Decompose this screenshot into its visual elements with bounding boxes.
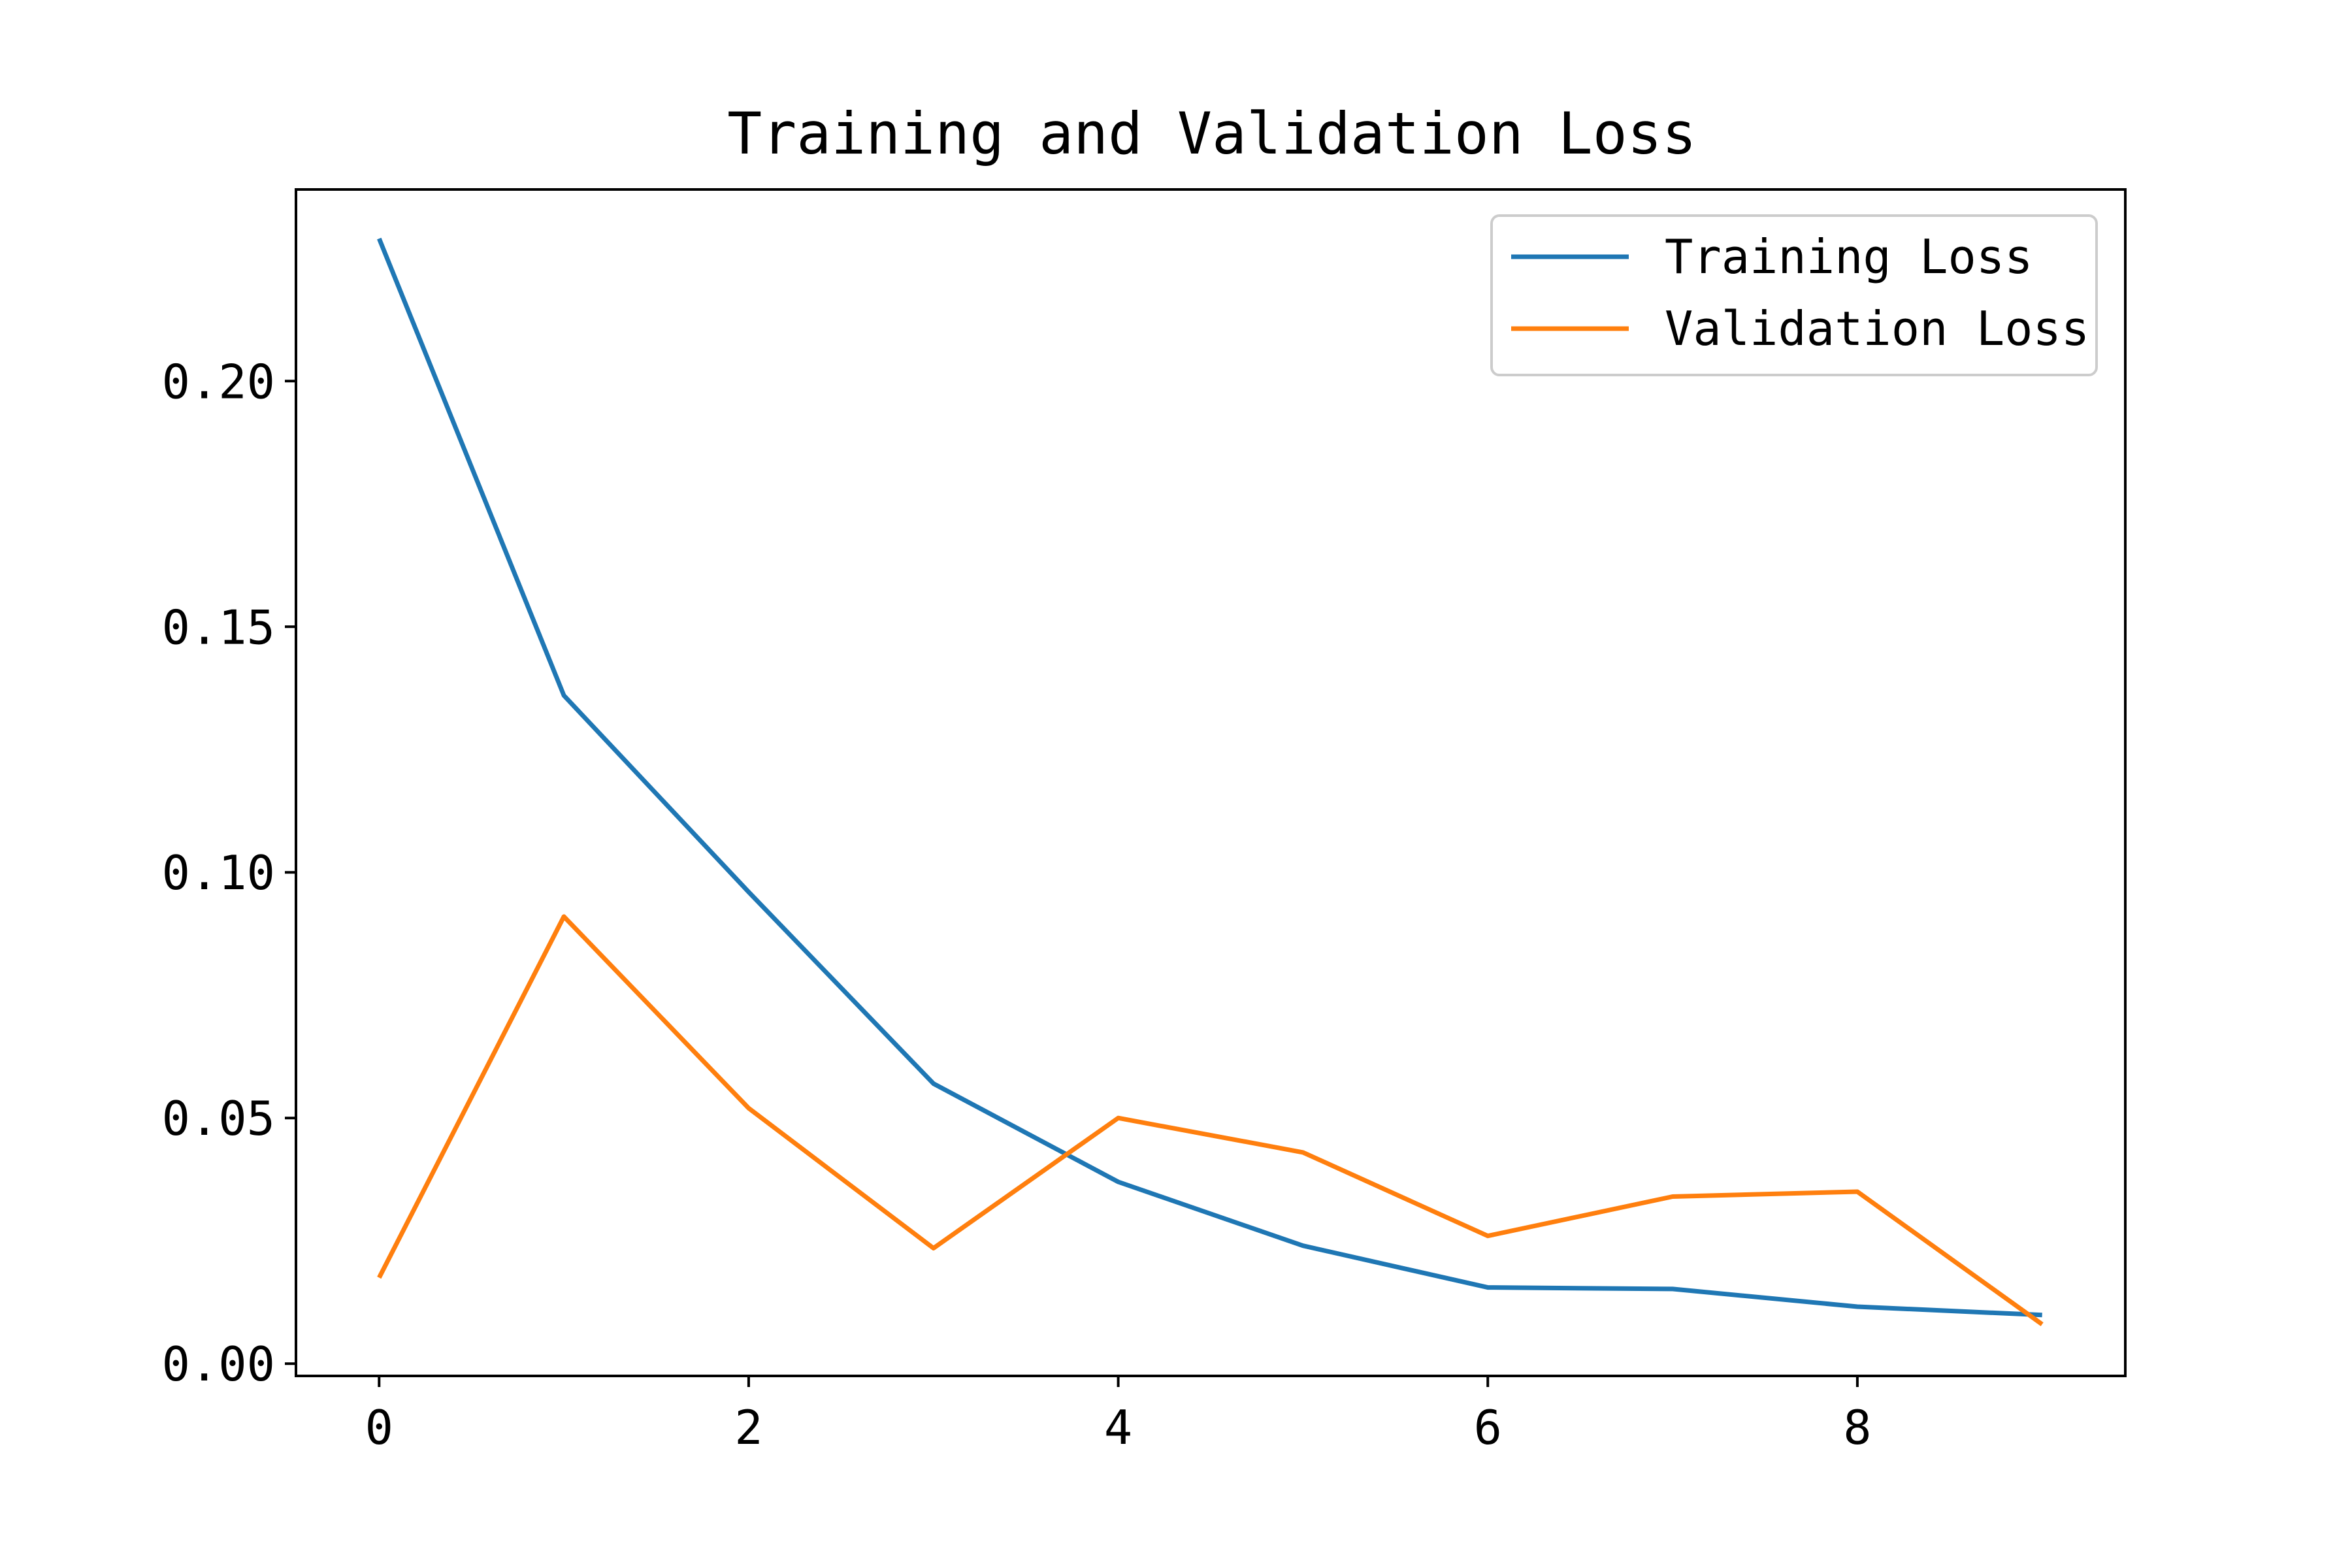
y-tick-label-1: 0.05	[162, 1091, 275, 1146]
data-point-validation-loss-5	[1302, 1152, 1303, 1153]
series-line-validation-loss	[377, 914, 2044, 1326]
x-tick-label-8: 8	[1843, 1400, 1871, 1455]
data-point-validation-loss-4	[1118, 1117, 1119, 1119]
legend-label-validation-loss: Validation Loss	[1665, 301, 2089, 356]
x-tick-label-0: 0	[365, 1400, 393, 1455]
plot-frame	[295, 188, 2127, 1377]
data-point-validation-loss-6	[1487, 1235, 1488, 1237]
data-point-training-loss-1	[563, 695, 564, 696]
data-point-training-loss-7	[1672, 1288, 1673, 1290]
data-point-validation-loss-3	[933, 1248, 934, 1249]
legend-box	[1490, 214, 2098, 376]
y-tick-label-4: 0.20	[162, 354, 275, 409]
data-point-validation-loss-0	[378, 1277, 380, 1279]
data-point-training-loss-5	[1302, 1245, 1303, 1247]
series-layer	[377, 237, 2044, 1326]
data-point-validation-loss-9	[2042, 1324, 2043, 1325]
data-point-training-loss-8	[1857, 1306, 1858, 1307]
chart-title: Training and Validation Loss	[727, 100, 1696, 167]
y-tick-label-2: 0.10	[162, 845, 275, 900]
data-point-training-loss-4	[1118, 1181, 1119, 1183]
data-point-training-loss-3	[933, 1083, 934, 1085]
data-point-validation-loss-8	[1857, 1191, 1858, 1192]
legend-label-training-loss: Training Loss	[1665, 229, 2033, 284]
x-tick-label-6: 6	[1474, 1400, 1502, 1455]
x-axis: 0 2 4 6 8	[365, 1376, 1872, 1455]
data-point-training-loss-2	[748, 891, 749, 892]
data-point-training-loss-0	[378, 238, 380, 239]
legend: Training Loss Validation Loss	[1490, 214, 2098, 376]
data-point-validation-loss-1	[563, 916, 564, 917]
x-tick-label-4: 4	[1104, 1400, 1132, 1455]
data-point-training-loss-9	[2042, 1315, 2043, 1316]
data-point-validation-loss-2	[748, 1107, 749, 1109]
series-line-training-loss	[377, 237, 2042, 1318]
y-tick-label-0: 0.00	[162, 1337, 275, 1392]
data-point-validation-loss-7	[1672, 1196, 1673, 1198]
x-tick-label-2: 2	[734, 1400, 762, 1455]
y-axis: 0.00 0.05 0.10 0.15 0.20	[162, 354, 296, 1392]
data-point-training-loss-6	[1487, 1287, 1488, 1288]
y-tick-label-3: 0.15	[162, 600, 275, 655]
